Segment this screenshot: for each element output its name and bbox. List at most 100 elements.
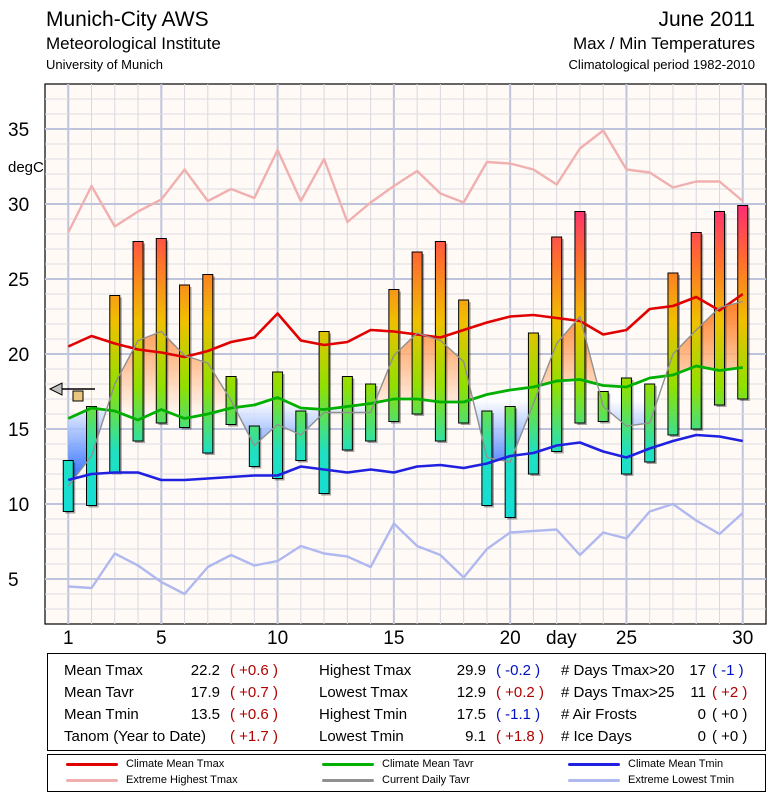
legend-swatch — [322, 762, 374, 766]
y-tick-labels: 5 10 15 20 25 30 35 — [8, 120, 29, 591]
stat-value: 17.5 — [456, 706, 486, 723]
warm-anomaly-fill — [719, 301, 743, 371]
cool-anomaly-fill — [510, 387, 534, 462]
legend-label: Current Daily Tavr — [382, 774, 470, 786]
stat-value: 22.2 — [190, 662, 220, 679]
stat-label: # Days Tmax>25 — [561, 684, 675, 701]
warm-anomaly-fill — [440, 340, 464, 402]
stat-label: Highest Tmin — [319, 706, 408, 723]
legend: Climate Mean Tmax Climate Mean Tavr Climat… — [47, 754, 766, 792]
y-tick-label: 25 — [8, 270, 29, 291]
stat-label: Lowest Tmax — [319, 684, 408, 701]
stat-value: 13.5 — [190, 706, 220, 723]
stat-value: 17.9 — [190, 684, 220, 701]
stat-anomaly: ( -1.1 ) — [496, 706, 541, 723]
stat-label: Lowest Tmin — [319, 728, 404, 745]
legend-item: Climate Mean Tmax — [66, 758, 224, 770]
cool-anomaly-fill — [68, 408, 92, 486]
y-tick-label: 30 — [8, 195, 29, 216]
legend-item: Current Daily Tavr — [322, 774, 470, 786]
x-tick-label: 5 — [156, 628, 167, 649]
warm-anomaly-fill — [417, 333, 441, 402]
daily-range-bar — [155, 238, 167, 424]
cool-anomaly-fill — [486, 390, 511, 462]
stat-anomaly: ( -0.2 ) — [496, 662, 541, 679]
stat-anomaly: ( +0.2 ) — [496, 684, 544, 701]
extreme-lowest-tmin-line — [68, 502, 744, 596]
y-tick-label: 5 — [8, 570, 19, 591]
daily-range-bar — [341, 376, 353, 451]
legend-label: Climate Mean Tmin — [628, 758, 724, 770]
stat-label: Highest Tmax — [319, 662, 412, 679]
y-tick-label: 20 — [8, 345, 29, 366]
stat-label: # Air Frosts — [561, 706, 637, 723]
legend-item: Extreme Lowest Tmin — [568, 774, 734, 786]
stat-label: Mean Tmax — [64, 662, 143, 679]
x-tick-labels: 1 5 10 15 20 25 30 — [63, 628, 753, 649]
legend-item: Extreme Highest Tmax — [66, 774, 238, 786]
stat-value: 29.9 — [456, 662, 486, 679]
warm-anomaly-fill — [138, 331, 162, 420]
cool-anomaly-fill — [254, 397, 278, 446]
stat-value: 0 — [697, 706, 706, 723]
x-tick-label: 1 — [63, 628, 74, 649]
stat-anomaly: ( +0.7 ) — [230, 684, 278, 701]
stat-label: # Ice Days — [561, 728, 632, 745]
climate-mean-tmax-line — [67, 292, 744, 359]
x-tick-label: 25 — [616, 628, 637, 649]
university-name: University of Munich — [46, 57, 164, 72]
cool-anomaly-fill — [300, 408, 325, 435]
current-daily-tavr-line — [67, 300, 743, 487]
stat-value: 0 — [697, 728, 706, 745]
legend-swatch — [66, 762, 118, 766]
month-title: June 2011 — [658, 8, 755, 31]
stat-value: 9.1 — [465, 728, 486, 745]
warm-anomaly-fill — [393, 333, 418, 399]
stat-anomaly: ( +0.6 ) — [230, 662, 278, 679]
warm-anomaly-fill — [207, 363, 232, 414]
warm-anomaly-fill — [184, 355, 208, 419]
legend-item: Climate Mean Tavr — [322, 758, 474, 770]
warm-anomaly-fill — [696, 307, 720, 371]
stat-anomaly: ( +1.8 ) — [496, 728, 544, 745]
extreme-highest-tmax-line — [67, 129, 744, 234]
legend-item: Climate Mean Tmin — [568, 758, 723, 770]
statistics-panel: Mean Tmax 22.2 ( +0.6 ) Mean Tavr 17.9 ( +0.7… — [47, 653, 766, 751]
stat-value: 17 — [689, 662, 706, 679]
stat-anomaly: ( +0.6 ) — [230, 706, 278, 723]
stat-anomaly: ( +2 ) — [712, 684, 748, 701]
stat-label: # Days Tmax>20 — [561, 662, 675, 679]
stat-label: Mean Tavr — [64, 684, 134, 701]
stat-value: 11 — [690, 684, 706, 701]
warm-anomaly-fill — [114, 340, 139, 420]
legend-label: Climate Mean Tmax — [126, 758, 225, 770]
y-tick-label: 35 — [8, 120, 29, 141]
x-tick-label: 10 — [267, 628, 288, 649]
stat-label: Tanom (Year to Date) — [64, 728, 207, 745]
climate-mean-tavr-line — [67, 364, 743, 422]
station-title: Munich-City AWS — [46, 8, 209, 31]
warm-anomaly-fill — [556, 316, 580, 381]
legend-swatch — [568, 778, 620, 782]
stat-anomaly: ( -1 ) — [712, 662, 744, 679]
stat-label: Mean Tmin — [64, 706, 139, 723]
x-tick-label: 20 — [500, 628, 521, 649]
x-tick-label: 15 — [383, 628, 404, 649]
cool-anomaly-fill — [626, 378, 650, 426]
legend-swatch — [568, 762, 620, 766]
x-tick-label: 30 — [732, 628, 753, 649]
climatological-period: Climatological period 1982-2010 — [568, 57, 755, 72]
y-tick-label: 15 — [8, 420, 29, 441]
anomaly-fills — [68, 301, 743, 486]
stat-anomaly: ( +0 ) — [712, 728, 748, 745]
daily-range-bar — [248, 425, 260, 467]
daily-range-bar — [295, 410, 307, 461]
cool-anomaly-fill — [347, 403, 371, 413]
legend-label: Climate Mean Tavr — [382, 758, 474, 770]
stat-anomaly: ( +0 ) — [712, 706, 748, 723]
stat-value: 12.9 — [456, 684, 486, 701]
y-axis-label: degC — [8, 159, 44, 176]
stat-anomaly: ( +1.7 ) — [230, 728, 278, 745]
climate-mean-tmin-line — [67, 433, 743, 482]
